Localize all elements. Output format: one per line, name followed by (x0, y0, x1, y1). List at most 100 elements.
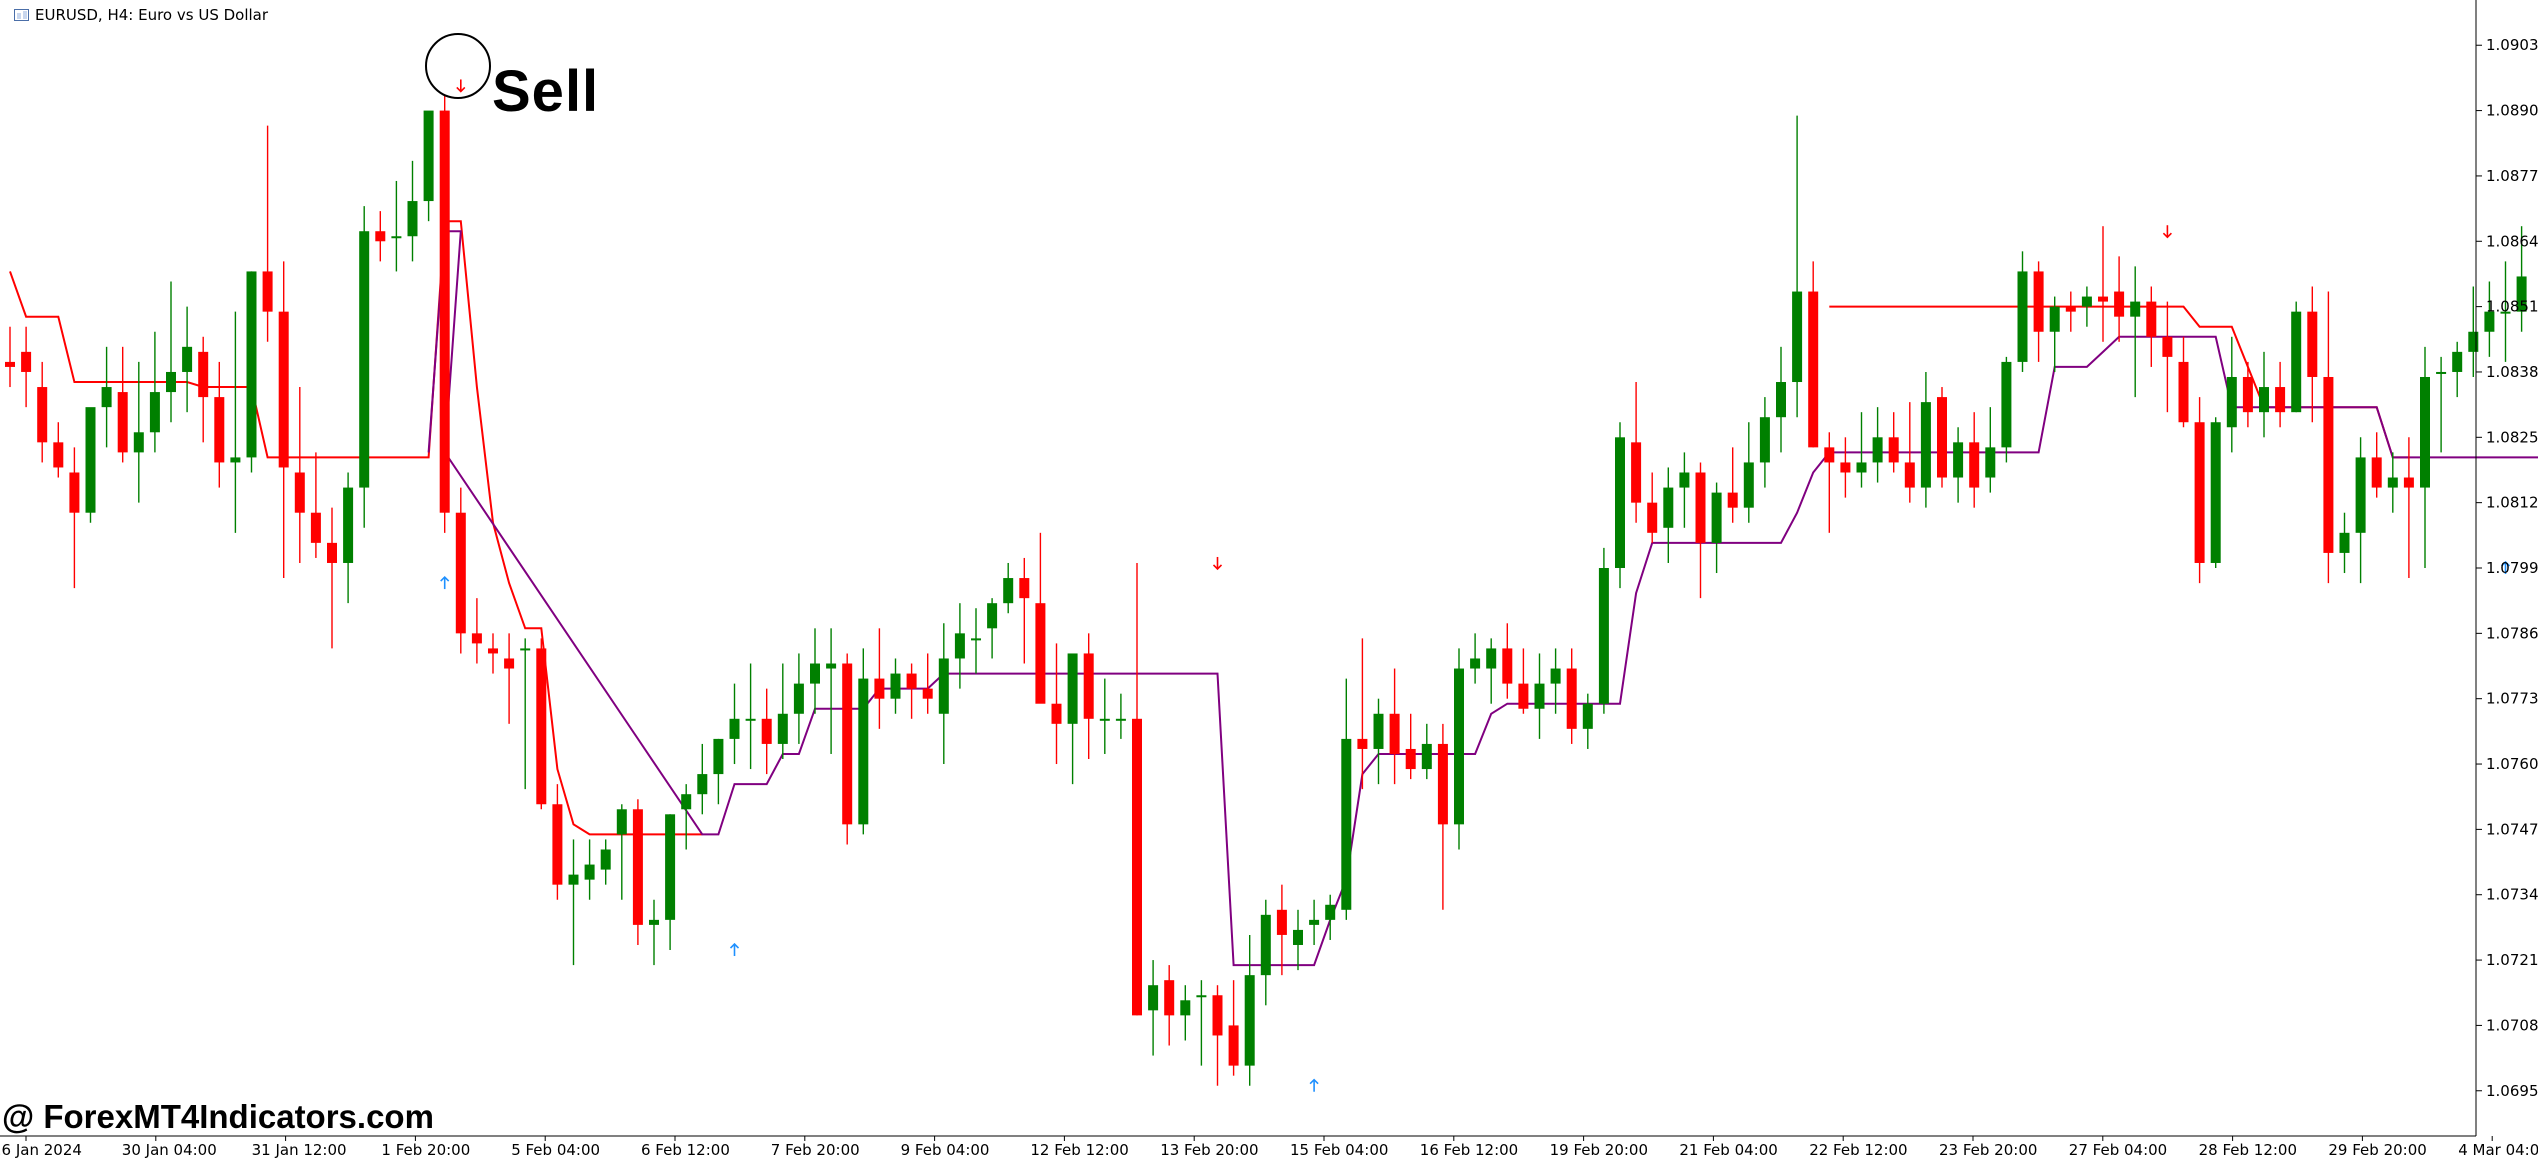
price-tick-label: 1.07470 (2486, 820, 2538, 838)
candle-body (1212, 995, 1223, 1036)
time-tick-label: 21 Feb 04:00 (1679, 1141, 1777, 1159)
candle (1373, 698, 1384, 785)
candle-body (729, 718, 740, 739)
candle-body (1904, 462, 1915, 488)
candle-body (294, 472, 305, 513)
time-tick-label: 5 Feb 04:00 (511, 1141, 600, 1159)
candle (1276, 884, 1287, 976)
candle (1293, 909, 1303, 971)
candle (1550, 648, 1561, 714)
candle (2371, 432, 2382, 498)
candle-body (745, 718, 756, 721)
candle-body (2371, 457, 2382, 488)
candle (1341, 678, 1352, 920)
candle-body (810, 663, 820, 684)
candle-body (2452, 351, 2463, 372)
arrow-head (2162, 232, 2172, 239)
candle-body (391, 236, 402, 239)
candle-body (1920, 402, 1931, 488)
candle (2387, 452, 2398, 513)
candle (53, 422, 64, 478)
candle (987, 598, 998, 659)
candle (294, 387, 305, 563)
candle-body (1743, 462, 1754, 508)
arrow-head (440, 575, 450, 582)
candle-body (1035, 603, 1046, 704)
candle-body (1711, 492, 1722, 543)
signal-arrows (440, 79, 2511, 1092)
candle (2452, 341, 2463, 398)
sell-highlight-circle (425, 33, 491, 99)
candle (890, 658, 901, 714)
candle-body (2484, 311, 2495, 332)
candle-body (2226, 376, 2237, 428)
candle (1196, 980, 1207, 1066)
candle (2307, 286, 2318, 423)
candle-body (1550, 668, 1561, 684)
candle-body (1872, 437, 1883, 463)
candle-body (2355, 457, 2366, 533)
price-tick-label: 1.08250 (2486, 428, 2538, 446)
candle (1067, 653, 1078, 785)
candle (2130, 266, 2141, 398)
candle (230, 311, 241, 533)
candle-body (536, 648, 547, 805)
candle-body (761, 718, 772, 744)
candle (149, 331, 160, 453)
candle (1840, 437, 1851, 498)
candle (1985, 407, 1996, 493)
candle-body (1051, 703, 1062, 724)
candle-body (1615, 437, 1625, 568)
candle (1132, 562, 1142, 1016)
candle (407, 160, 418, 262)
candle-body (488, 648, 498, 654)
candle-body (2307, 311, 2318, 377)
candle (938, 623, 949, 765)
candle (1920, 371, 1931, 508)
price-tick-label: 1.06950 (2486, 1082, 2538, 1100)
candle-body (2001, 361, 2012, 448)
candle (1180, 985, 1191, 1041)
candle-body (1341, 738, 1352, 910)
candle-body (53, 442, 64, 468)
candle-body (214, 397, 225, 463)
candle-body (1695, 472, 1706, 543)
candle-body (69, 472, 80, 513)
candle-body (890, 673, 901, 699)
price-tick-label: 1.09030 (2486, 36, 2538, 54)
candle (1051, 643, 1062, 765)
candle (632, 799, 643, 945)
candle (906, 663, 917, 719)
candle (842, 653, 853, 845)
candle (1325, 894, 1336, 940)
candle (101, 346, 112, 448)
candle-body (1856, 462, 1867, 473)
candle (2291, 301, 2302, 413)
sell-arrow-icon (1212, 556, 1223, 571)
symbol-label: EURUSD, H4: Euro vs US Dollar (14, 6, 268, 24)
candle-body (5, 361, 15, 367)
candle (922, 653, 933, 714)
candle-body (1840, 462, 1851, 473)
price-axis: 1.09030 1.08900 1.08770 1.08640 1.08510 1.083… (0, 0, 2538, 1137)
candle-body (1083, 653, 1094, 719)
candle (2178, 336, 2189, 428)
candle-body (504, 658, 515, 669)
candle (423, 110, 434, 222)
sell-arrow-icon (2162, 225, 2172, 239)
candle (1534, 653, 1545, 739)
candle (455, 487, 466, 654)
candle (1695, 462, 1706, 599)
chart-icon (14, 9, 29, 21)
candle-body (1293, 929, 1303, 945)
watermark-text: @ ForexMT4Indicators.com (2, 1098, 434, 1135)
candle (1019, 557, 1030, 664)
buy-arrow-icon (440, 575, 450, 590)
candle (520, 638, 531, 790)
candle (1260, 899, 1271, 1006)
candle-body (1663, 487, 1674, 528)
candle-body (1679, 472, 1690, 488)
candle-body (987, 603, 998, 629)
candle (1792, 115, 1803, 418)
